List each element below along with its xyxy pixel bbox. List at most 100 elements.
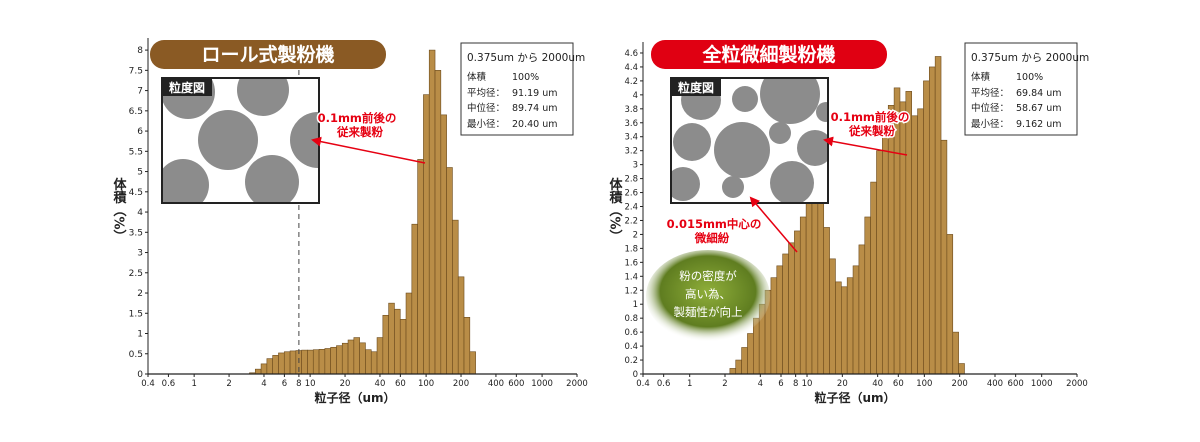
roll-mill-y-axis: 0 0.5 1 1.5 2 2.5 3 3.5 4 4.5 5 5.5 6 6.5 7 7.5 8 [129, 38, 149, 380]
fine-mill-stats-box: 0.375um から 2000um 体積 100% 平均径： 69.84 um … [964, 42, 1089, 136]
histogram-bar [336, 345, 343, 375]
y-tick-label: 3.8 [624, 105, 638, 115]
particle [714, 122, 770, 178]
histogram-bar [260, 363, 268, 375]
y-tick-label: 4.4 [624, 63, 638, 73]
histogram-bar [735, 359, 742, 375]
x-tick-label: 6 [282, 379, 287, 389]
histogram-bar [770, 277, 778, 375]
histogram-bar [405, 292, 413, 375]
y-tick-label: 3.2 [624, 147, 638, 157]
roll-mill-title-banner [150, 40, 386, 69]
x-tick-label: 600 [508, 379, 524, 389]
stats-range: 0.375um から 2000um [467, 52, 585, 64]
histogram-bar [794, 230, 801, 375]
particle [797, 130, 828, 166]
x-tick-label: 10 [802, 379, 813, 389]
y-tick-label: 2.5 [129, 269, 143, 279]
histogram-bar [307, 349, 314, 375]
histogram-bar [811, 190, 819, 375]
histogram-bar [835, 281, 842, 375]
particle [769, 122, 791, 144]
histogram-bar [882, 125, 889, 375]
fine-mill-y-label: 体積（%） [607, 177, 624, 243]
histogram-bar [776, 265, 783, 375]
roll-mill-chart: 0 0.5 1 1.5 2 2.5 3 3.5 4 4.5 5 5.5 6 6.5 7 7.5 8 0.4 0.6… [111, 38, 588, 405]
y-tick-label: 1.5 [129, 309, 143, 319]
x-tick-label: 600 [1008, 379, 1024, 389]
particle [760, 78, 820, 124]
y-tick-label: 1.6 [624, 258, 638, 268]
x-tick-label: 4 [261, 379, 266, 389]
y-tick-label: 2 [137, 289, 143, 299]
stats-mean-label: 平均径： [467, 87, 505, 99]
histogram-bar [394, 308, 401, 375]
stats-median-label: 中位径： [971, 102, 1009, 114]
particle [722, 176, 744, 198]
histogram-bar [463, 317, 471, 375]
histogram-bar [917, 108, 924, 375]
y-tick-label: 6.5 [129, 107, 143, 117]
callout-line: 高い為、 [685, 287, 731, 301]
x-tick-label: 2000 [1066, 379, 1088, 389]
histogram-bar [411, 223, 418, 375]
stats-mean: 91.19 um [512, 88, 558, 99]
histogram-bar [858, 244, 866, 375]
histogram-bar [887, 105, 895, 375]
histogram-bar [934, 56, 942, 375]
y-tick-label: 2.2 [624, 216, 638, 226]
histogram-bar [399, 319, 407, 375]
particle [732, 86, 758, 112]
stats-median: 58.67 um [1016, 103, 1062, 114]
x-tick-label: 1000 [531, 379, 553, 389]
histogram-bar [423, 94, 430, 375]
x-tick-label: 2000 [566, 379, 588, 389]
histogram-bar [852, 265, 860, 375]
y-tick-label: 0.6 [624, 328, 638, 338]
x-tick-label: 40 [872, 379, 883, 389]
histogram-bar [876, 150, 883, 375]
annotation-line: 0.1mm前後の [318, 111, 397, 125]
x-tick-label: 0.4 [141, 379, 155, 389]
fine-mill-chart: 0 0.2 0.4 0.6 0.8 1 1.2 1.4 1.6 1.8 2 2.2 2.4 2.6 2.8 3… [607, 40, 1089, 405]
histogram-bar [940, 139, 948, 375]
histogram-bar [353, 337, 360, 375]
y-tick-label: 6 [137, 127, 143, 137]
histogram-bar [312, 349, 320, 375]
histogram-bar [958, 363, 965, 375]
fine-mill-annotation-coarse: 0.1mm前後の 従来製粉 [823, 109, 911, 156]
fine-mill-x-axis: 0.4 0.6 1 2 4 6 8 10 20 40 60 100 200 400 600 1000 2000 [636, 373, 1088, 389]
histogram-bar [382, 314, 389, 375]
stats-min-label: 最小径： [971, 118, 1009, 130]
histogram-bar [817, 202, 825, 375]
histogram-bar [278, 352, 285, 375]
x-tick-label: 6 [778, 379, 783, 389]
x-tick-label: 400 [488, 379, 504, 389]
y-tick-label: 0.2 [624, 356, 638, 366]
fine-mill-title: 全粒微細製粉機 [701, 43, 835, 66]
x-tick-label: 0.6 [162, 379, 176, 389]
y-tick-label: 1 [137, 330, 143, 340]
particle [673, 123, 711, 161]
x-tick-label: 40 [375, 379, 386, 389]
x-tick-label: 400 [987, 379, 1003, 389]
stats-min: 20.40 um [512, 119, 558, 130]
histogram-bar [341, 342, 349, 375]
histogram-bar [428, 49, 436, 375]
x-tick-label: 0.6 [657, 379, 671, 389]
histogram-bar [417, 159, 424, 375]
histogram-bar [946, 234, 954, 375]
y-tick-label: 5.5 [129, 147, 143, 157]
x-tick-label: 8 [296, 379, 301, 389]
y-tick-label: 4.2 [624, 77, 638, 87]
histogram-bar [923, 80, 930, 375]
fine-mill-x-label: 粒子径（um） [814, 390, 895, 405]
y-tick-label: 7 [137, 87, 143, 97]
stats-volume: 100% [512, 72, 539, 83]
x-tick-label: 10 [305, 379, 316, 389]
particle [237, 78, 289, 116]
histogram-bar [799, 216, 807, 375]
y-tick-label: 4.6 [624, 49, 638, 59]
histogram-bar [952, 331, 959, 375]
